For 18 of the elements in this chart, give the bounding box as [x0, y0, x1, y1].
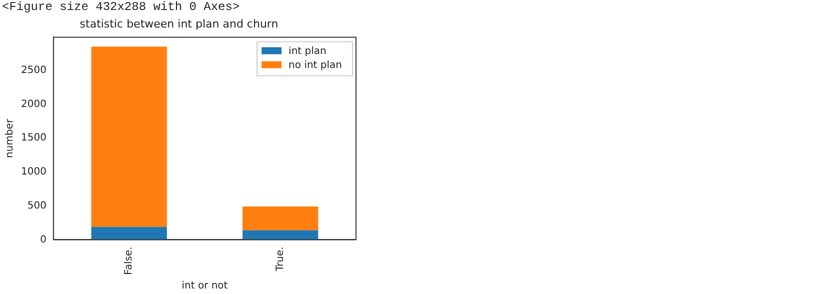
text: <Figure size 432x288 with 0 Axes>	[2, 0, 240, 14]
y-tick-label: 1000	[20, 166, 46, 178]
x-axis-title: int or not	[182, 280, 228, 292]
legend-label: int plan	[288, 46, 326, 57]
bar	[242, 230, 318, 240]
x-tick-label: False.	[124, 246, 135, 275]
bar	[91, 46, 167, 227]
bar	[242, 206, 318, 230]
y-tick-label: 0	[40, 234, 46, 246]
y-tick-label: 1500	[20, 132, 46, 144]
y-axis-title: number	[4, 118, 16, 158]
y-tick-label: 500	[27, 200, 46, 212]
bar	[91, 226, 167, 240]
y-tick-label: 2000	[20, 98, 46, 110]
legend-label: no int plan	[288, 60, 342, 71]
y-tick-label: 2500	[20, 64, 46, 76]
x-tick-label: True.	[274, 246, 286, 272]
chart-title: statistic between int plan and churn	[80, 17, 278, 30]
